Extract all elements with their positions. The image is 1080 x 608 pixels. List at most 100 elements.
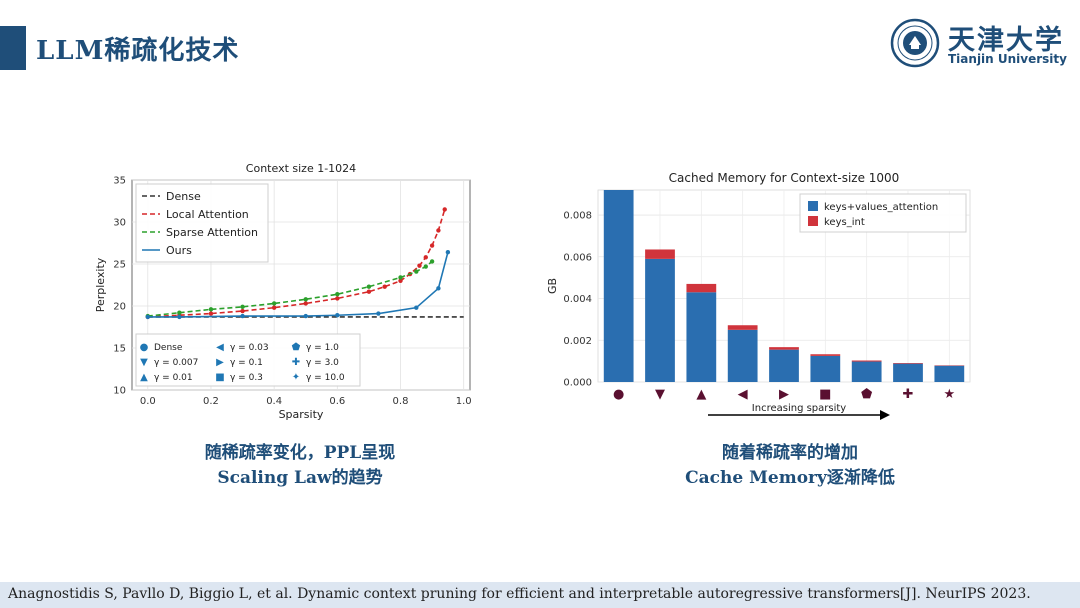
marker-legend-label: γ = 3.0	[306, 358, 339, 368]
logo-chinese-name: 天津大学	[948, 25, 1064, 56]
bar-keys-values-attention	[645, 258, 675, 382]
chart-title: Context size 1-1024	[246, 162, 356, 175]
data-point	[335, 292, 340, 297]
data-point	[208, 311, 214, 316]
marker-legend-symbol: ✚	[292, 357, 300, 368]
y-tick-label: 30	[113, 218, 126, 229]
logo-english-name: Tianjin University	[948, 52, 1067, 66]
y-tick-label: 15	[113, 344, 126, 355]
legend-label: keys_int	[824, 217, 865, 228]
marker-legend-label: Dense	[154, 343, 183, 353]
y-tick-label: 0.004	[563, 294, 592, 305]
bar-keys-int	[645, 249, 675, 259]
data-point	[335, 296, 340, 301]
marker-legend-symbol: ✦	[292, 372, 300, 383]
caption-left-line-2: Scaling Law的趋势	[217, 468, 383, 488]
series-legend: Dense Local Attention Sparse Attention Ours	[135, 183, 269, 263]
x-category-marker: ★	[944, 387, 956, 402]
marker-legend-symbol: ▲	[140, 372, 148, 383]
data-point	[398, 278, 403, 283]
marker-legend-label: γ = 0.03	[230, 343, 269, 353]
title-accent-bar	[0, 26, 26, 70]
x-tick-label: 0.2	[203, 396, 219, 407]
y-axis-label: GB	[546, 278, 559, 294]
marker-legend-label: γ = 1.0	[306, 343, 339, 353]
slide-title: LLM稀疏化技术	[36, 35, 240, 66]
bar-legend: keys+values_attention keys_int	[799, 193, 967, 233]
caption-right: 随着稀疏率的增加 Cache Memory逐渐降低	[640, 441, 940, 491]
marker-legend-label: γ = 0.01	[154, 373, 193, 383]
university-seal-icon	[890, 18, 940, 68]
marker-legend-box	[135, 333, 361, 387]
x-category-marker: ⬟	[861, 387, 873, 402]
marker-legend: ● Dense ▼ γ = 0.007 ▲ γ = 0.01 ◀ γ = 0.03 ▶ γ = 0…	[135, 333, 361, 387]
legend-box	[135, 183, 269, 263]
bar-keys-int	[851, 360, 882, 362]
caption-left: 随稀疏率变化，PPL呈现 Scaling Law的趋势	[160, 441, 440, 491]
data-point	[414, 305, 419, 310]
bar-keys-int	[810, 354, 841, 356]
data-point	[436, 228, 441, 233]
data-point	[240, 313, 245, 319]
y-tick-label: 0.008	[563, 211, 592, 222]
data-point	[366, 289, 372, 294]
marker-legend-label: γ = 0.1	[230, 358, 263, 368]
x-category-marker: ■	[819, 387, 831, 402]
data-point	[376, 311, 381, 316]
y-tick-label: 0.000	[563, 378, 592, 389]
caption-left-line-1: 随稀疏率变化，PPL呈现	[204, 443, 396, 463]
data-point	[208, 307, 214, 312]
x-tick-label: 0.8	[393, 396, 409, 407]
marker-legend-symbol: ▶	[216, 357, 224, 368]
x-tick-label: 0.4	[266, 396, 282, 407]
data-point	[177, 310, 182, 315]
university-logo: 天津大学 Tianjin University	[890, 16, 1070, 74]
y-axis-label: Perplexity	[94, 257, 107, 312]
data-point	[271, 305, 277, 310]
data-point	[423, 255, 428, 260]
data-point	[240, 304, 245, 310]
data-point	[271, 301, 277, 306]
bar-keys-int	[686, 283, 717, 293]
bar-keys-int	[769, 347, 799, 350]
caption-right-line-1: 随着稀疏率的增加	[722, 443, 858, 463]
data-point	[240, 308, 245, 314]
data-point	[436, 286, 441, 291]
memory-chart-figure: 0.000 0.002 0.004 0.006 0.008 Cached Memory f…	[540, 150, 980, 430]
data-point	[423, 264, 428, 269]
legend-label: Local Attention	[166, 208, 249, 221]
legend-label: Dense	[166, 190, 201, 203]
data-point	[414, 269, 419, 274]
bar-keys-values-attention	[810, 355, 841, 382]
x-tick-label: 0.0	[140, 396, 156, 407]
bar-keys-int	[727, 325, 758, 330]
sparsity-arrow-head-icon	[880, 410, 890, 420]
reference-citation: Anagnostidis S, Pavllo D, Biggio L, et a…	[8, 586, 1031, 602]
x-axis-label: Sparsity	[279, 408, 324, 421]
y-tick-label: 35	[113, 176, 126, 187]
x-axis-label: Increasing sparsity	[752, 403, 847, 414]
bar-keys-values-attention	[893, 363, 923, 382]
chart-title: Cached Memory for Context-size 1000	[669, 171, 900, 185]
caption-right-line-2: Cache Memory逐渐降低	[685, 468, 895, 488]
legend-box	[799, 193, 967, 233]
data-point	[303, 301, 308, 306]
data-point	[429, 259, 435, 264]
bar-keys-values-attention	[769, 349, 799, 382]
perplexity-chart-figure: 0.0 0.2 0.4 0.6 0.8 1.0 10 15 20 25 30 35 Context si…	[90, 150, 480, 430]
y-tick-label: 0.002	[563, 336, 592, 347]
y-tick-label: 20	[113, 302, 126, 313]
y-tick-label: 25	[113, 260, 126, 271]
marker-legend-symbol: ▼	[140, 357, 148, 368]
marker-legend-symbol: ●	[140, 342, 149, 353]
legend-swatch	[808, 216, 818, 226]
data-point	[303, 297, 308, 302]
x-category-marker: ✚	[903, 387, 914, 402]
data-point	[429, 243, 435, 248]
marker-legend-label: γ = 0.007	[154, 358, 198, 368]
legend-label: keys+values_attention	[824, 202, 938, 213]
series-line-local-attention	[147, 209, 446, 318]
x-category-marker: ●	[613, 387, 624, 402]
legend-label: Ours	[166, 244, 192, 257]
marker-legend-symbol: ⬟	[292, 342, 301, 353]
